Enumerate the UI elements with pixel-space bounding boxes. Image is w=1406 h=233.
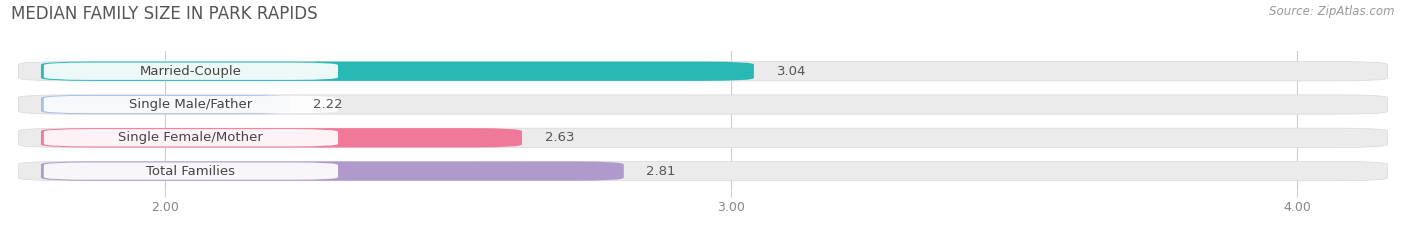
FancyBboxPatch shape (44, 129, 337, 147)
Text: 2.63: 2.63 (544, 131, 574, 144)
FancyBboxPatch shape (18, 62, 1388, 81)
Text: Total Families: Total Families (146, 164, 235, 178)
FancyBboxPatch shape (18, 95, 1388, 114)
FancyBboxPatch shape (41, 128, 522, 147)
FancyBboxPatch shape (44, 162, 337, 180)
Text: Source: ZipAtlas.com: Source: ZipAtlas.com (1270, 5, 1395, 18)
Text: 2.22: 2.22 (312, 98, 342, 111)
Text: Married-Couple: Married-Couple (141, 65, 242, 78)
FancyBboxPatch shape (41, 95, 290, 114)
Text: 3.04: 3.04 (776, 65, 806, 78)
Text: MEDIAN FAMILY SIZE IN PARK RAPIDS: MEDIAN FAMILY SIZE IN PARK RAPIDS (11, 5, 318, 23)
Text: 2.81: 2.81 (647, 164, 676, 178)
Text: Single Male/Father: Single Male/Father (129, 98, 253, 111)
FancyBboxPatch shape (41, 161, 624, 181)
Text: Single Female/Mother: Single Female/Mother (118, 131, 263, 144)
FancyBboxPatch shape (18, 161, 1388, 181)
FancyBboxPatch shape (44, 63, 337, 80)
FancyBboxPatch shape (44, 96, 337, 113)
FancyBboxPatch shape (18, 128, 1388, 147)
FancyBboxPatch shape (41, 62, 754, 81)
